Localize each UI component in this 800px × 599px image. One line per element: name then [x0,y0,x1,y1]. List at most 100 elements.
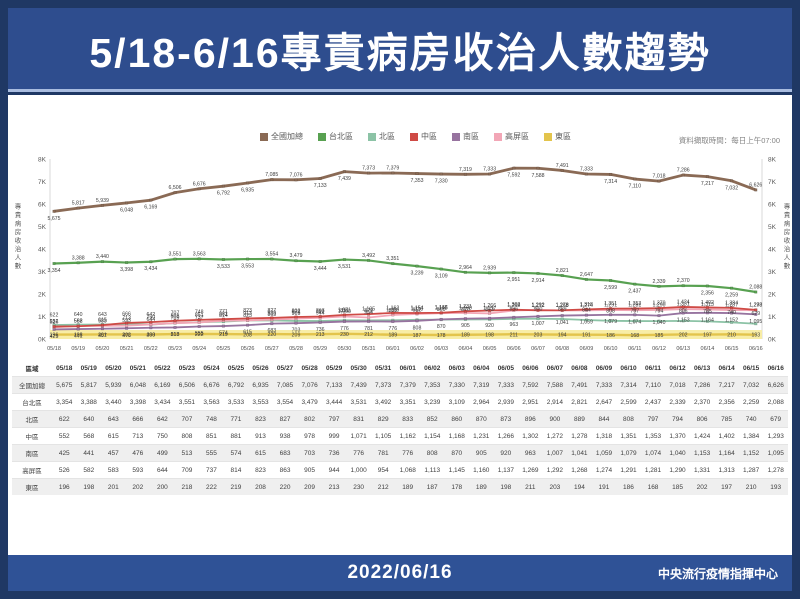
table-cell: 457 [107,449,119,457]
table-cell: 963 [524,449,536,457]
table-cell: 7,133 [325,381,343,389]
svg-text:178: 178 [437,333,446,339]
table-row: 中區 552 568 615 713 750 808 851 881 913 938 978 999 1,… [12,427,788,445]
table-cell: 583 [107,466,119,474]
legend-swatch-icon [260,132,268,141]
svg-text:197: 197 [703,333,712,339]
table-cell: 622 [58,415,70,423]
table-cell: 870 [475,415,487,423]
table-cell: 212 [377,483,389,491]
svg-text:7,439: 7,439 [338,176,351,182]
svg-text:683: 683 [267,328,276,334]
table-cell: 7,592 [522,381,539,389]
table-cell: 2,951 [522,398,539,406]
table-cell: 905 [304,466,315,474]
table-cell: 2,964 [473,398,490,406]
svg-text:06/06: 06/06 [507,346,521,352]
svg-text:7,330: 7,330 [435,179,448,185]
svg-text:666: 666 [122,312,131,318]
svg-text:1,318: 1,318 [580,302,593,308]
legend-item: 中區 [410,131,437,142]
svg-text:208: 208 [243,332,252,338]
table-cell: 209 [304,483,315,491]
table-cell: 3,533 [227,398,245,406]
svg-text:6,048: 6,048 [120,207,133,213]
table-cell: 1,293 [767,432,784,440]
table-cell: 5,817 [80,381,97,389]
svg-text:201: 201 [98,332,107,338]
table-cell: 1,162 [399,432,416,440]
svg-text:7,133: 7,133 [314,183,327,189]
table-cell: 3,531 [350,398,367,406]
table-cell: 1,105 [375,432,392,440]
table-date-header: 06/16 [767,364,784,372]
svg-text:785: 785 [703,309,712,315]
table-cell: 552 [58,432,70,440]
svg-text:1K: 1K [768,314,777,321]
table-cell: 1,278 [571,432,588,440]
table-cell: 750 [156,432,168,440]
table-cell: 844 [598,415,610,423]
table-cell: 196 [58,483,70,491]
svg-text:615: 615 [243,330,252,336]
table-cell: 1,313 [718,466,735,474]
table-cell: 3,492 [375,398,392,406]
table-cell: 3,479 [301,398,318,406]
table-cell: 833 [402,415,414,423]
table-cell: 197 [721,483,733,491]
table-cell: 3,351 [399,398,416,406]
svg-text:1,041: 1,041 [556,320,569,326]
table-cell: 1,007 [546,449,564,457]
table-cell: 7,110 [645,381,661,389]
legend-item: 台北區 [318,131,353,142]
svg-text:0K: 0K [768,337,777,344]
svg-text:896: 896 [509,306,518,312]
table-row: 北區 622 640 643 666 642 707 748 771 823 827 802 797 83… [12,410,788,428]
svg-text:776: 776 [340,326,349,332]
row-label: 全國加總 [19,383,45,390]
trend-line-chart: 0K 0K 1K 1K 2K 2K 3K 3K 4K 4K 5K 5K 6K 6K 7K 7K 8K 8K 05/1… [38,157,777,353]
svg-text:6K: 6K [38,202,47,209]
svg-text:212: 212 [364,332,373,338]
table-cell: 202 [696,483,708,491]
svg-text:5K: 5K [38,224,47,231]
table-row: 全國加總 5,675 5,817 5,939 6,048 6,169 6,506 6,676 6… [12,376,788,394]
svg-text:3,531: 3,531 [338,264,351,270]
legend-swatch-icon [318,132,326,141]
svg-text:06/04: 06/04 [459,346,473,352]
svg-text:3,533: 3,533 [217,264,230,270]
svg-text:737: 737 [195,315,204,321]
svg-text:3,109: 3,109 [435,274,448,280]
table-cell: 7,379 [399,381,416,389]
legend-swatch-icon [452,132,460,141]
svg-text:211: 211 [510,332,518,338]
table-cell: 944 [328,466,340,474]
table-cell: 808 [623,415,634,423]
table-cell: 1,291 [620,466,637,474]
table-date-header: 06/05 [497,364,514,372]
svg-text:1,331: 1,331 [677,302,690,308]
table-cell: 6,048 [129,381,146,389]
svg-text:1,370: 1,370 [653,301,666,307]
svg-text:185: 185 [655,333,664,339]
svg-text:8K: 8K [768,157,777,164]
svg-text:555: 555 [195,331,204,337]
table-cell: 7,217 [718,381,735,389]
svg-text:736: 736 [316,327,325,333]
row-label: 東區 [25,485,39,492]
svg-text:2,356: 2,356 [701,290,714,296]
svg-text:1,287: 1,287 [725,303,738,309]
svg-text:1,164: 1,164 [701,317,714,323]
svg-text:2,647: 2,647 [580,272,593,278]
svg-text:7,085: 7,085 [265,172,278,178]
table-cell: 615 [255,449,266,457]
svg-text:7,314: 7,314 [604,179,617,185]
table-cell: 3,553 [252,398,269,406]
table-cell: 808 [181,432,193,440]
svg-text:1,152: 1,152 [725,318,738,324]
svg-text:7K: 7K [38,179,47,186]
svg-text:552: 552 [50,319,59,325]
svg-text:3,239: 3,239 [411,271,424,277]
table-cell: 999 [328,432,340,440]
svg-text:4K: 4K [38,247,47,254]
